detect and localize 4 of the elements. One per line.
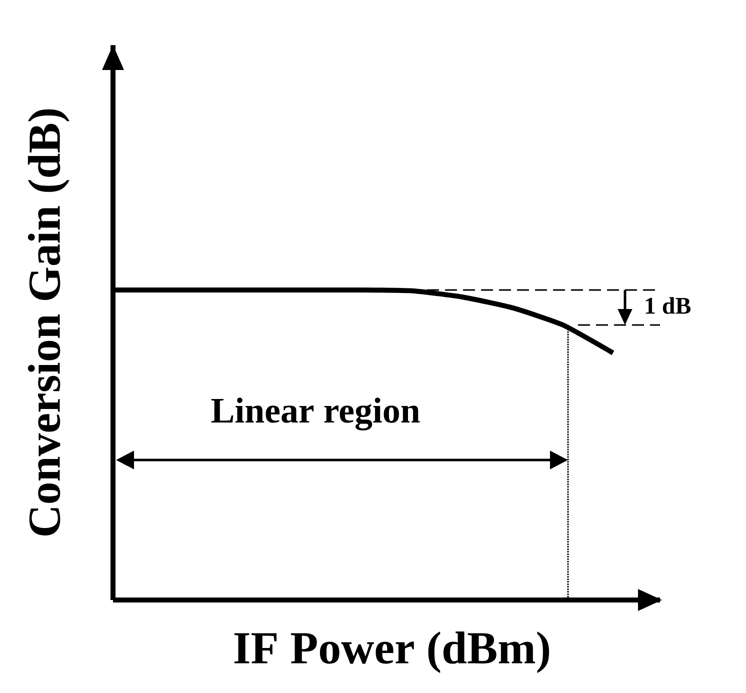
x-axis-title: IF Power (dBm)	[234, 632, 550, 674]
annotation: 1 dB	[646, 297, 691, 314]
annotation: Linear region	[211, 398, 420, 430]
y-axis-title: Conversion Gain (dB)	[28, 109, 70, 536]
